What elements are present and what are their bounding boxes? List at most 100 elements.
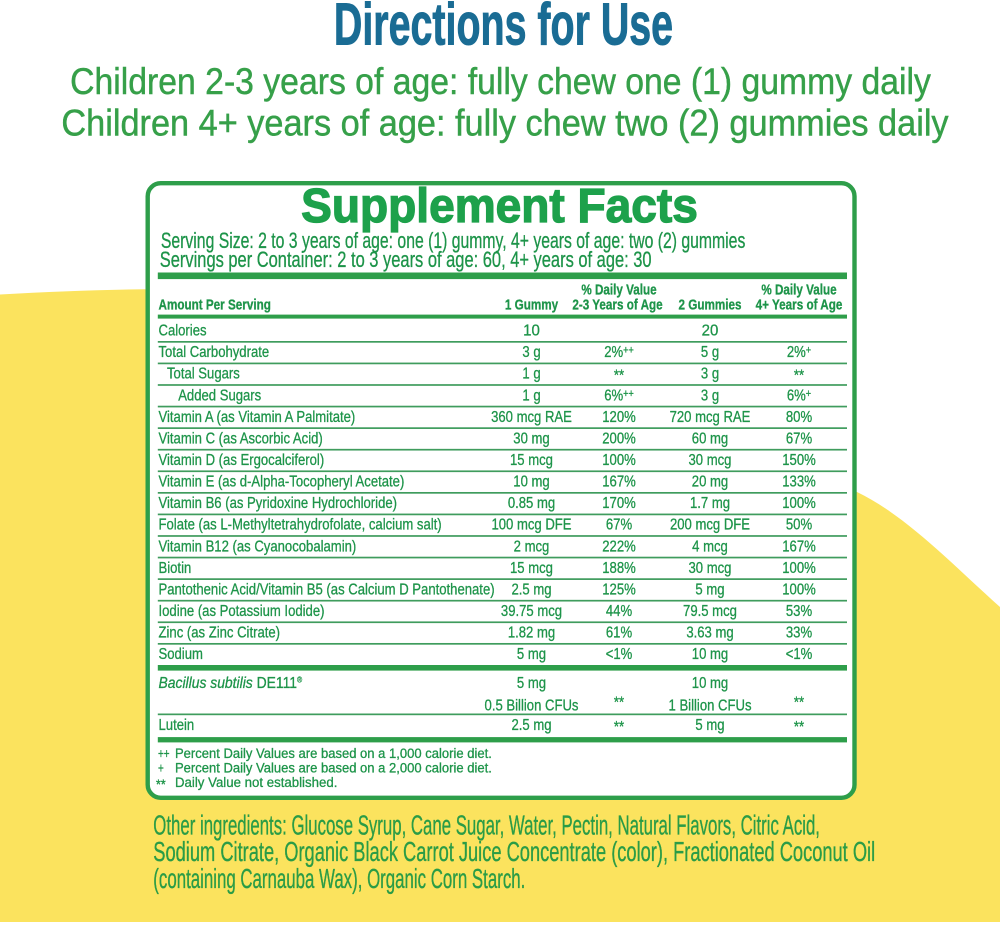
svg-text:1 Billion CFUs: 1 Billion CFUs xyxy=(669,697,752,714)
svg-text:**: ** xyxy=(794,694,805,711)
svg-text:5 mg: 5 mg xyxy=(517,675,546,692)
svg-text:Children 4+ years of age: full: Children 4+ years of age: fully chew two… xyxy=(61,102,948,143)
svg-text:360 mcg RAE: 360 mcg RAE xyxy=(491,409,572,426)
svg-text:100%: 100% xyxy=(782,560,816,577)
svg-text:10 mg: 10 mg xyxy=(692,646,728,663)
svg-text:30 mcg: 30 mcg xyxy=(689,560,732,577)
svg-text:Vitamin A (as Vitamin A Palmit: Vitamin A (as Vitamin A Palmitate) xyxy=(159,409,356,426)
svg-text:3 g: 3 g xyxy=(701,366,719,383)
svg-text:Amount Per Serving: Amount Per Serving xyxy=(159,296,271,313)
svg-text:Total Carbohydrate: Total Carbohydrate xyxy=(159,344,270,361)
svg-text:120%: 120% xyxy=(602,409,636,426)
svg-text:Biotin: Biotin xyxy=(159,560,192,577)
svg-text:3 g: 3 g xyxy=(522,344,540,361)
svg-text:Directions for Use: Directions for Use xyxy=(334,0,673,57)
svg-text:10 mg: 10 mg xyxy=(692,675,728,692)
svg-text:720 mcg RAE: 720 mcg RAE xyxy=(670,409,751,426)
svg-text:6%+: 6%+ xyxy=(787,387,811,404)
svg-text:Daily Value not established.: Daily Value not established. xyxy=(175,775,337,790)
svg-text:Percent Daily Values are based: Percent Daily Values are based on a 2,00… xyxy=(175,760,492,775)
svg-text:125%: 125% xyxy=(602,581,636,598)
svg-text:Vitamin B12 (as Cyanocobalamin: Vitamin B12 (as Cyanocobalamin) xyxy=(159,538,357,555)
svg-text:15 mcg: 15 mcg xyxy=(510,452,553,469)
svg-text:Sodium: Sodium xyxy=(159,646,203,663)
svg-text:67%: 67% xyxy=(786,430,812,447)
svg-text:**: ** xyxy=(794,719,805,736)
svg-text:<1%: <1% xyxy=(606,646,633,663)
svg-text:2%+: 2%+ xyxy=(787,344,811,361)
svg-text:188%: 188% xyxy=(602,560,636,577)
svg-text:170%: 170% xyxy=(602,495,636,512)
svg-text:2 mcg: 2 mcg xyxy=(514,538,550,555)
svg-text:100%: 100% xyxy=(782,495,816,512)
svg-text:15 mcg: 15 mcg xyxy=(510,560,553,577)
svg-text:61%: 61% xyxy=(606,625,632,642)
svg-text:10 mg: 10 mg xyxy=(513,474,549,491)
svg-text:0.5 Billion CFUs: 0.5 Billion CFUs xyxy=(485,697,579,714)
svg-text:Vitamin B6 (as Pyridoxine Hydr: Vitamin B6 (as Pyridoxine Hydrochloride) xyxy=(159,495,398,512)
svg-text:Added Sugars: Added Sugars xyxy=(178,387,261,404)
svg-text:**: ** xyxy=(614,368,625,385)
svg-text:5 mg: 5 mg xyxy=(695,581,724,598)
svg-text:++: ++ xyxy=(158,745,170,761)
svg-text:<1%: <1% xyxy=(786,646,813,663)
svg-text:100%: 100% xyxy=(602,452,636,469)
svg-text:Zinc (as Zinc Citrate): Zinc (as Zinc Citrate) xyxy=(159,625,281,642)
svg-text:2.5 mg: 2.5 mg xyxy=(511,581,551,598)
svg-text:200%: 200% xyxy=(602,430,636,447)
svg-text:1.7 mg: 1.7 mg xyxy=(690,495,730,512)
svg-text:Children 2-3 years of age: ful: Children 2-3 years of age: fully chew on… xyxy=(70,62,931,103)
svg-text:Vitamin E (as d-Alpha-Tocopher: Vitamin E (as d-Alpha-Tocopheryl Acetate… xyxy=(159,474,405,491)
svg-text:(containing Carnauba Wax), Org: (containing Carnauba Wax), Organic Corn … xyxy=(153,862,525,894)
svg-text:33%: 33% xyxy=(786,625,812,642)
svg-text:**: ** xyxy=(614,694,625,711)
svg-text:1 Gummy: 1 Gummy xyxy=(505,296,559,313)
svg-text:10: 10 xyxy=(523,322,540,339)
svg-text:Serving Size: 2 to 3 years of: Serving Size: 2 to 3 years of age: one (… xyxy=(161,230,745,254)
svg-text:1 g: 1 g xyxy=(522,387,540,404)
svg-text:39.75 mcg: 39.75 mcg xyxy=(501,603,562,620)
svg-text:5 g: 5 g xyxy=(701,344,719,361)
svg-text:+: + xyxy=(158,760,164,776)
svg-text:Percent Daily Values are based: Percent Daily Values are based on a 1,00… xyxy=(175,746,492,761)
svg-text:0.85 mg: 0.85 mg xyxy=(508,495,555,512)
svg-text:2 Gummies: 2 Gummies xyxy=(678,296,741,313)
svg-text:30 mcg: 30 mcg xyxy=(689,452,732,469)
svg-text:167%: 167% xyxy=(782,538,816,555)
svg-text:100 mcg DFE: 100 mcg DFE xyxy=(491,517,571,534)
svg-text:44%: 44% xyxy=(606,603,632,620)
svg-text:50%: 50% xyxy=(786,517,812,534)
svg-text:30 mg: 30 mg xyxy=(513,430,549,447)
svg-text:20 mg: 20 mg xyxy=(692,474,728,491)
svg-text:Sodium Citrate, Organic Black: Sodium Citrate, Organic Black Carrot Jui… xyxy=(153,837,875,868)
svg-text:Lutein: Lutein xyxy=(159,717,195,734)
svg-text:4+ Years of Age: 4+ Years of Age xyxy=(756,296,843,313)
svg-text:Folate (as L-Methyltetrahydrof: Folate (as L-Methyltetrahydrofolate, cal… xyxy=(159,517,442,534)
svg-text:% Daily Value: % Daily Value xyxy=(581,281,657,298)
svg-text:Other ingredients: Glucose Syr: Other ingredients: Glucose Syrup, Cane S… xyxy=(153,809,820,841)
svg-text:Bacillus subtilis DE111®: Bacillus subtilis DE111® xyxy=(159,675,303,692)
svg-text:% Daily Value: % Daily Value xyxy=(761,281,837,298)
svg-text:100%: 100% xyxy=(782,581,816,598)
svg-text:53%: 53% xyxy=(786,603,812,620)
svg-text:Supplement Facts: Supplement Facts xyxy=(301,178,698,232)
svg-text:Vitamin C (as Ascorbic Acid): Vitamin C (as Ascorbic Acid) xyxy=(159,430,323,447)
svg-text:Vitamin D (as Ergocalciferol): Vitamin D (as Ergocalciferol) xyxy=(159,452,325,469)
svg-text:Calories: Calories xyxy=(159,323,207,340)
svg-text:1.82 mg: 1.82 mg xyxy=(508,625,555,642)
svg-text:67%: 67% xyxy=(606,517,632,534)
svg-text:79.5 mcg: 79.5 mcg xyxy=(683,603,737,620)
svg-text:3.63 mg: 3.63 mg xyxy=(686,625,733,642)
svg-text:1 g: 1 g xyxy=(522,366,540,383)
svg-text:2.5 mg: 2.5 mg xyxy=(511,717,551,734)
svg-text:Pantothenic Acid/Vitamin B5 (a: Pantothenic Acid/Vitamin B5 (as Calcium … xyxy=(159,581,495,598)
svg-text:222%: 222% xyxy=(602,538,636,555)
svg-text:167%: 167% xyxy=(602,474,636,491)
svg-text:**: ** xyxy=(156,776,166,792)
svg-text:133%: 133% xyxy=(782,474,816,491)
svg-text:5 mg: 5 mg xyxy=(517,646,546,663)
svg-text:20: 20 xyxy=(702,322,719,339)
svg-text:5 mg: 5 mg xyxy=(695,717,724,734)
svg-text:**: ** xyxy=(614,719,625,736)
svg-text:Iodine (as Potassium Iodide): Iodine (as Potassium Iodide) xyxy=(159,603,325,620)
